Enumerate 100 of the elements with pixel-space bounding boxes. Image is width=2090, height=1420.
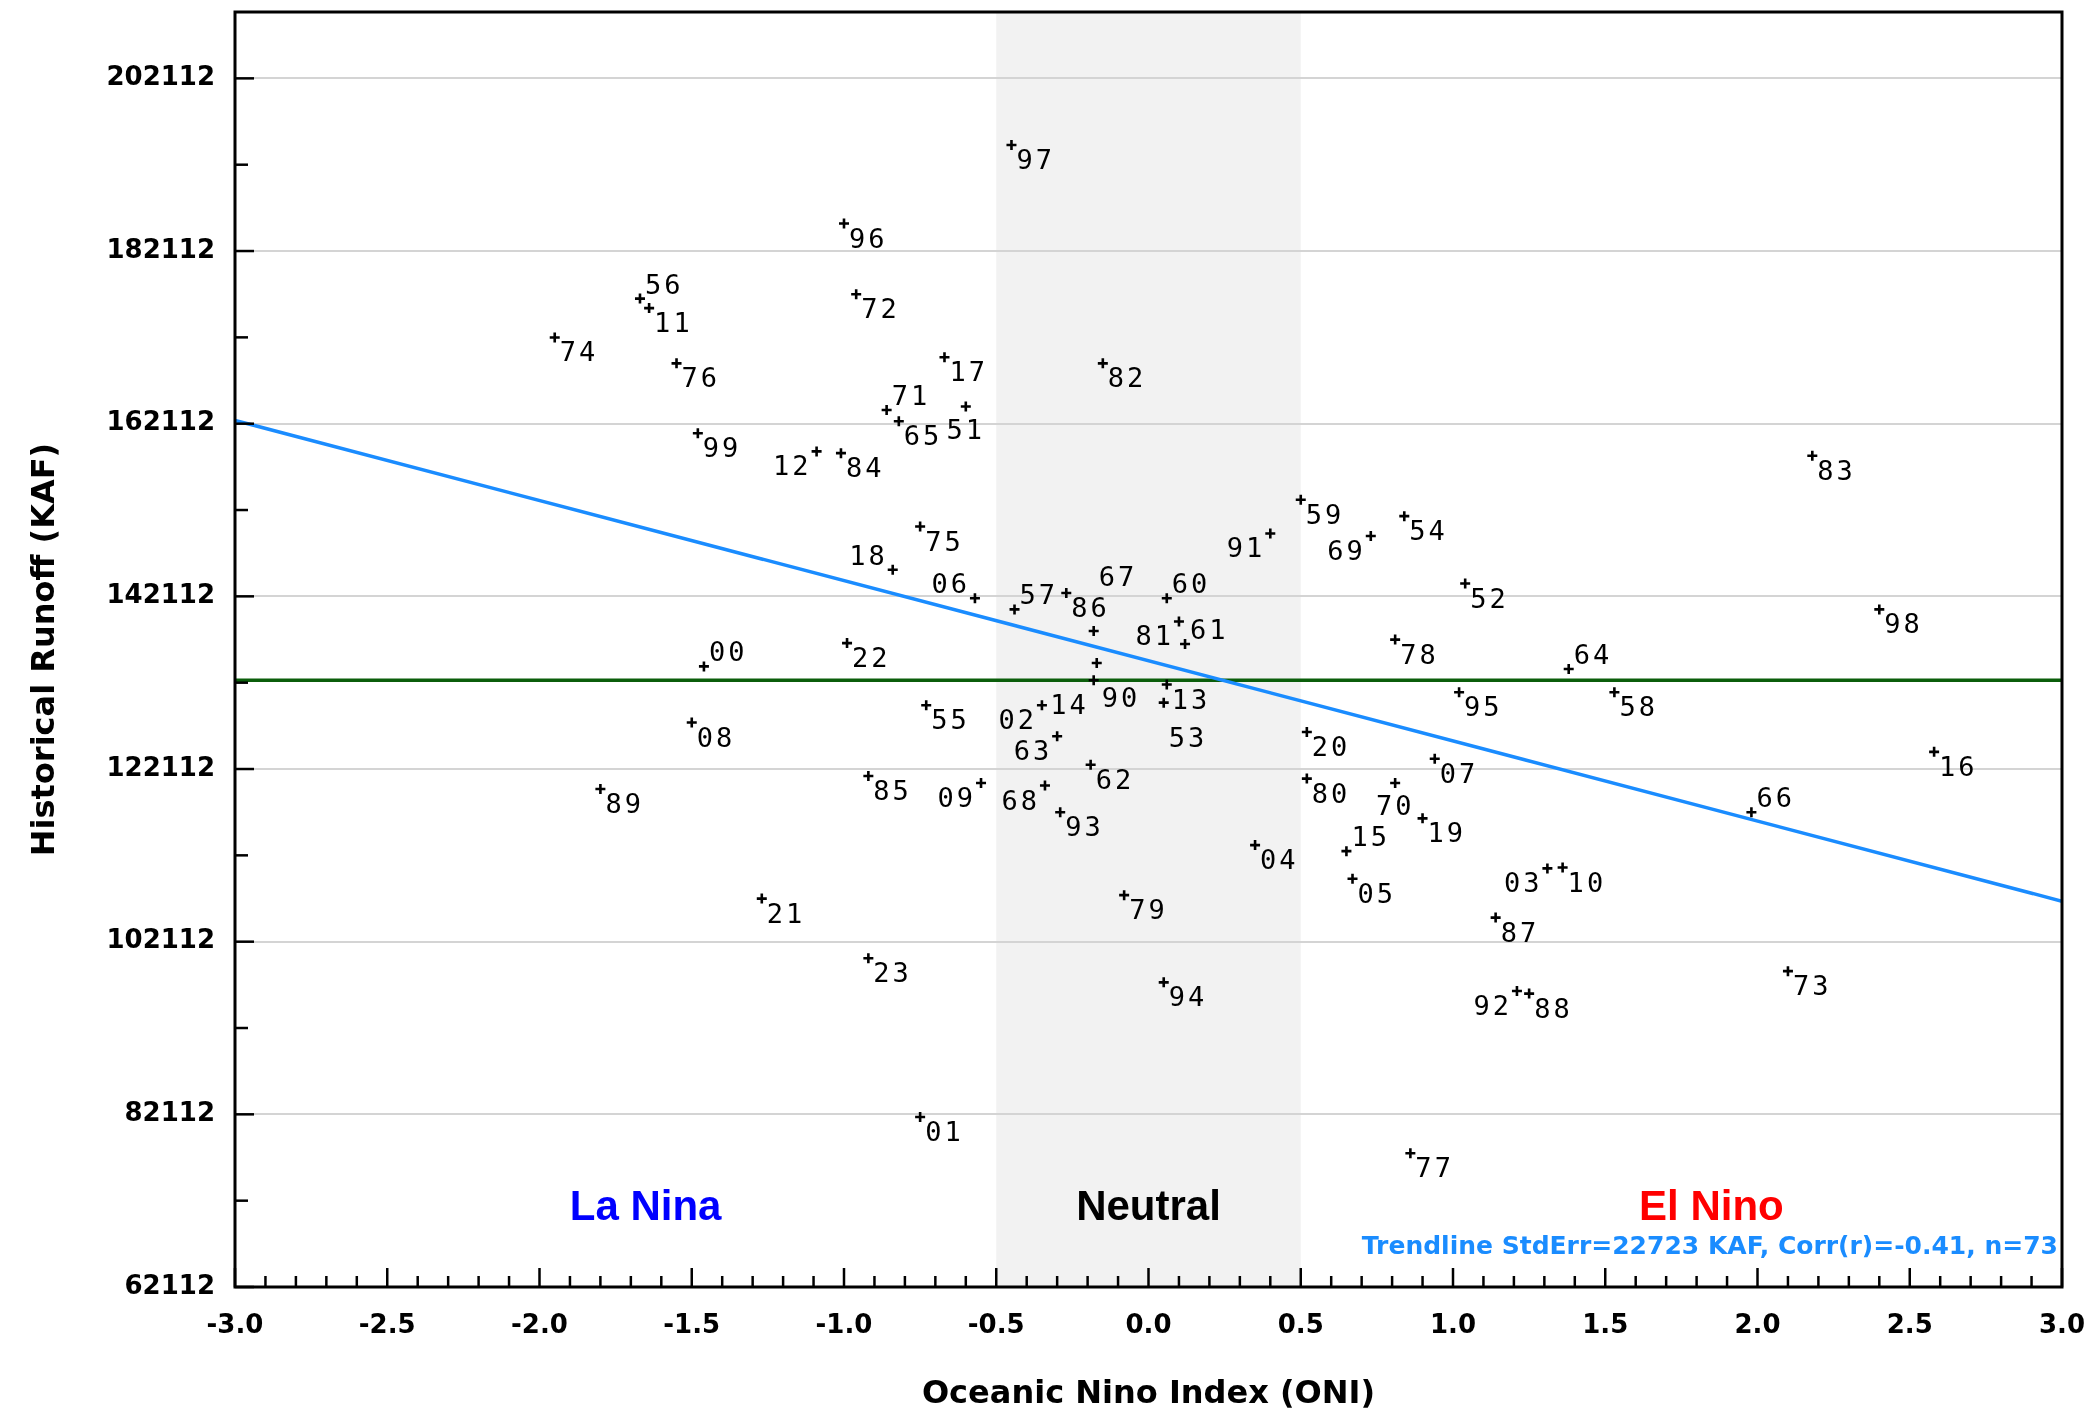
x-tick-label: 1.0 [1429, 1309, 1477, 1340]
y-tick-label: 62112 [124, 1269, 215, 1300]
annotation: 98 [1884, 608, 1923, 640]
annotation: 87 [1500, 916, 1540, 948]
annotation: 53 [1168, 721, 1208, 753]
y-tick-label: 102112 [106, 924, 215, 955]
annotation: 15 [1351, 821, 1390, 853]
x-tick-label: 2.5 [1886, 1309, 1933, 1340]
annotation: 96 [849, 222, 888, 254]
annotation: 75 [925, 525, 964, 557]
x-tick-label: -2.5 [358, 1309, 416, 1340]
annotation: 18 [849, 539, 888, 571]
annotation: 57 [1019, 579, 1059, 611]
annotation: 10 [1567, 866, 1607, 898]
annotation: 97 [1016, 143, 1055, 175]
annotation: 13 [1171, 683, 1211, 715]
annotation: 19 [1427, 817, 1467, 849]
annotation: 01 [925, 1116, 964, 1148]
x-tick-label: -1.5 [663, 1309, 721, 1340]
y-tick-label: 182112 [106, 233, 215, 264]
annotation: 62 [1095, 763, 1135, 795]
annotation: 68 [1001, 784, 1040, 816]
annotation: 81 [1135, 620, 1174, 652]
annotation: Trendline StdErr=22723 KAF, Corr(r)=-0.41, n=73 [1361, 1231, 2058, 1260]
annotation: 93 [1065, 811, 1104, 843]
annotation: 05 [1357, 877, 1397, 909]
annotation: 85 [873, 775, 912, 807]
annotation: 70 [1375, 789, 1415, 821]
x-tick-label: -2.0 [511, 1309, 568, 1340]
annotation: 99 [702, 432, 742, 464]
annotation: 20 [1311, 731, 1351, 762]
annotation: 58 [1619, 691, 1658, 723]
annotation: 51 [946, 413, 986, 445]
annotation: 08 [696, 721, 736, 753]
annotation: 23 [873, 957, 912, 989]
annotation: 12 [773, 450, 812, 482]
annotation: 89 [605, 787, 644, 819]
annotation: 91 [1226, 532, 1266, 564]
annotation: 82 [1107, 362, 1147, 394]
annotation: 67 [1098, 560, 1138, 592]
annotation: 54 [1409, 515, 1448, 547]
annotation: 71 [891, 379, 931, 411]
annotation: 03 [1503, 867, 1543, 899]
x-tick-label: -1.0 [815, 1309, 873, 1340]
y-tick-label: 202112 [106, 61, 215, 92]
annotation: 59 [1305, 498, 1345, 530]
x-tick-label: 0.5 [1277, 1309, 1324, 1340]
annotation: 64 [1573, 638, 1613, 670]
y-tick-label: 142112 [106, 579, 215, 610]
annotation: 11 [654, 307, 693, 339]
x-tick-label: 2.0 [1734, 1309, 1781, 1340]
annotation: 92 [1473, 989, 1512, 1021]
annotation: 80 [1311, 777, 1351, 809]
x-tick-label: -0.5 [967, 1309, 1025, 1340]
annotation: 14 [1050, 689, 1089, 721]
annotation: 52 [1470, 582, 1509, 614]
annotation: 95 [1464, 691, 1503, 723]
annotation: 69 [1327, 535, 1366, 567]
x-axis-title: Oceanic Nino Index (ONI) [921, 1373, 1376, 1412]
annotation: 77 [1415, 1152, 1454, 1184]
annotation: 09 [937, 781, 977, 813]
y-tick-label: 82112 [124, 1097, 215, 1128]
x-tick-label: 0.0 [1125, 1309, 1172, 1340]
annotation: 72 [861, 293, 900, 325]
annotation: 17 [949, 356, 988, 388]
x-tick-label: 1.5 [1582, 1309, 1629, 1340]
annotation: 88 [1534, 992, 1573, 1024]
annotation: 04 [1260, 844, 1299, 876]
annotation: 06 [931, 568, 970, 600]
annotation: 90 [1101, 681, 1141, 713]
annotation: El Nino [1639, 1181, 1784, 1229]
annotation: 55 [931, 704, 970, 736]
annotation: 63 [1013, 735, 1053, 767]
annotation: 61 [1190, 613, 1229, 645]
y-axis-title: Historical Runoff (KAF) [23, 442, 62, 857]
annotation: La Nina [569, 1181, 723, 1229]
annotation: 76 [681, 362, 721, 394]
annotation: 78 [1400, 638, 1439, 670]
annotation: 84 [845, 452, 885, 484]
annotation: 94 [1168, 981, 1208, 1013]
annotation: 65 [903, 420, 943, 452]
annotation: 86 [1071, 592, 1110, 624]
annotation: 56 [644, 268, 684, 300]
y-tick-label: 122112 [106, 751, 215, 782]
annotation: 79 [1129, 894, 1168, 926]
annotation: 73 [1792, 970, 1832, 1002]
band-label: Neutral [1076, 1181, 1221, 1229]
annotation: 21 [766, 897, 806, 929]
annotation: 16 [1939, 750, 1978, 782]
annotation: 07 [1439, 757, 1479, 789]
x-tick-label: 3.0 [2038, 1309, 2086, 1340]
annotation: 02 [998, 704, 1037, 736]
annotation: 74 [559, 336, 599, 368]
annotation: 22 [852, 642, 891, 674]
y-tick-label: 162112 [106, 406, 215, 437]
annotation: 60 [1171, 568, 1211, 600]
annotation: 00 [708, 636, 748, 668]
annotation: 83 [1817, 454, 1856, 486]
x-tick-label: -3.0 [206, 1309, 264, 1340]
annotation: 66 [1756, 782, 1795, 814]
